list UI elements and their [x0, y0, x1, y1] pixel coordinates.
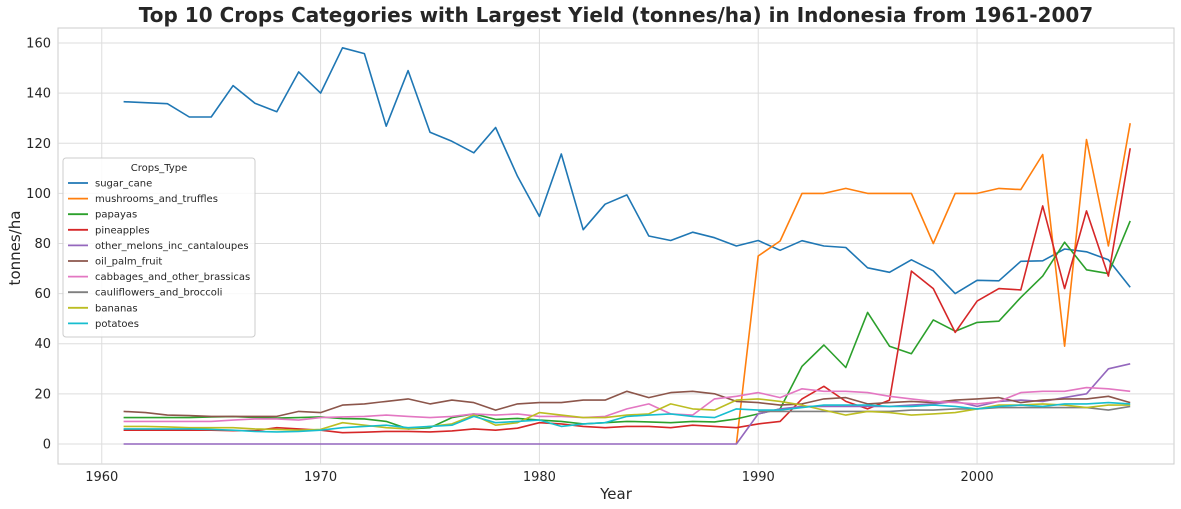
series-line-pineapples	[123, 148, 1131, 434]
x-tick-label: 1990	[742, 470, 775, 485]
y-tick-label: 0	[43, 437, 51, 452]
series-line-potatoes	[123, 401, 1131, 433]
legend-label: potatoes	[95, 319, 139, 330]
series-line-mushrooms-and-truffles	[735, 123, 1131, 445]
legend: Crops_Type sugar_cane mushrooms_and_truff…	[62, 157, 256, 338]
x-tick-label: 2000	[961, 470, 994, 485]
y-tick-label: 100	[26, 187, 51, 202]
series-line-bananas	[123, 398, 1131, 431]
y-axis-label: tonnes/ha	[6, 211, 24, 286]
y-tick-label: 120	[26, 137, 51, 152]
x-axis-label: Year	[599, 485, 633, 503]
legend-label: mushrooms_and_truffles	[95, 194, 218, 205]
y-tick-label: 160	[26, 37, 51, 52]
series-lines	[123, 47, 1131, 445]
y-tick-label: 40	[34, 337, 51, 352]
series-line-cabbages-and-other-brassicas	[123, 386, 1131, 423]
x-tick-label: 1970	[304, 470, 337, 485]
y-tick-label: 20	[34, 387, 51, 402]
y-tick-label: 140	[26, 87, 51, 102]
legend-label: papayas	[95, 210, 137, 221]
legend-title: Crops_Type	[131, 163, 188, 174]
chart-title: Top 10 Crops Categories with Largest Yie…	[139, 3, 1093, 27]
tick-labels: 1960 1970 1980 1990 2000 0 20 40 60 80 100 120 140 16…	[26, 37, 993, 485]
series-line-oil-palm-fruit	[123, 390, 1131, 418]
legend-label: cauliflowers_and_broccoli	[95, 288, 222, 299]
legend-label: pineapples	[95, 225, 150, 236]
legend-label: other_melons_inc_cantaloupes	[95, 241, 249, 252]
y-tick-label: 80	[34, 237, 51, 252]
series-line-sugar-cane	[123, 47, 1131, 295]
legend-label: cabbages_and_other_brassicas	[95, 272, 250, 283]
legend-label: oil_palm_fruit	[95, 257, 162, 268]
series-line-cauliflowers-and-broccoli	[758, 405, 1131, 413]
series-line-papayas	[123, 220, 1131, 430]
x-tick-label: 1980	[523, 470, 556, 485]
x-tick-label: 1960	[85, 470, 118, 485]
legend-box	[62, 157, 256, 338]
y-tick-label: 60	[34, 287, 51, 302]
legend-label: bananas	[95, 303, 138, 314]
legend-label: sugar_cane	[95, 179, 152, 190]
